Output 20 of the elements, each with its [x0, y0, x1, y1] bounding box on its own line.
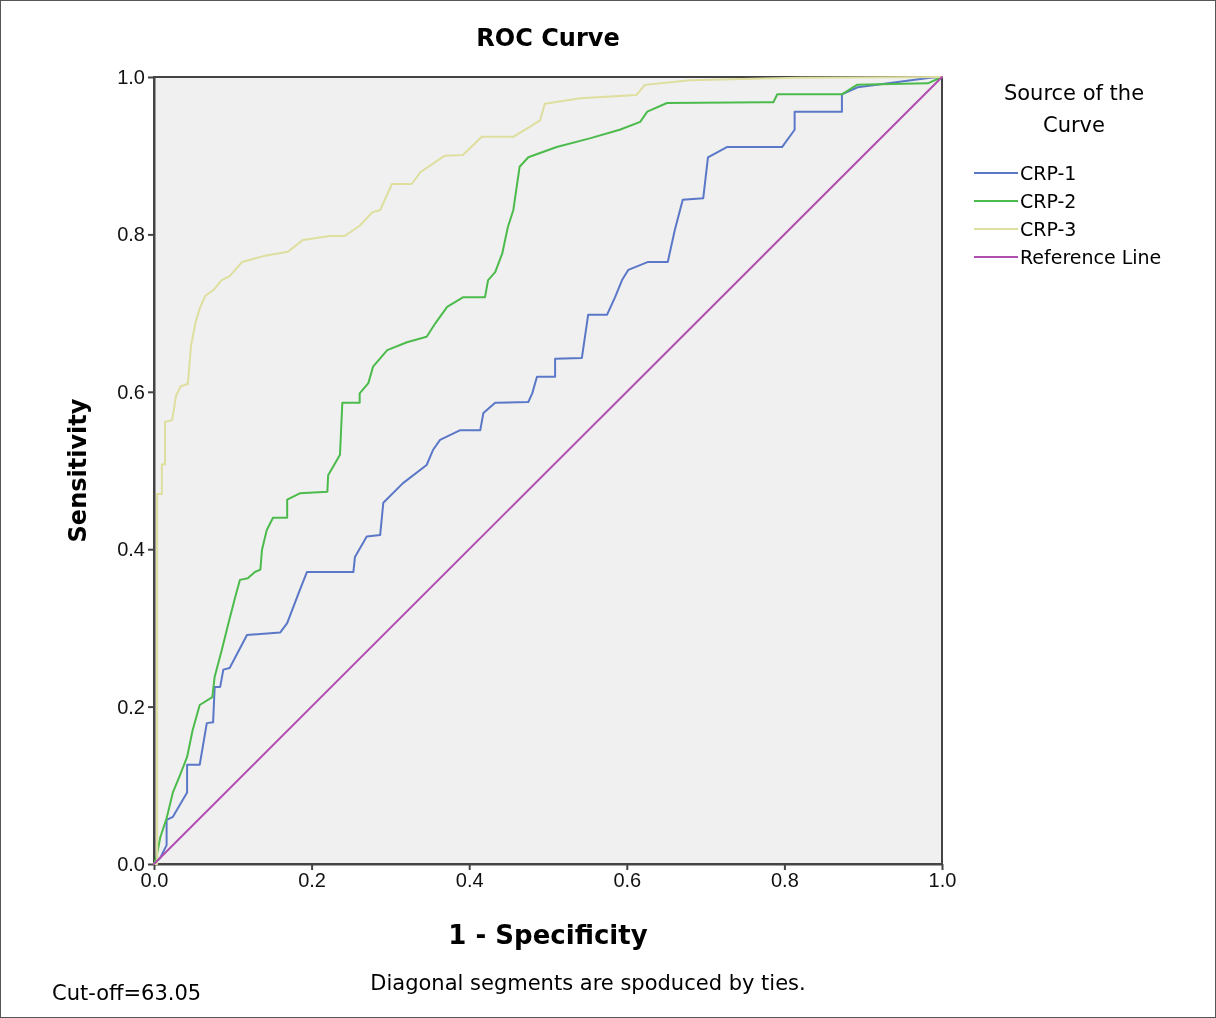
legend-label: CRP-2 [1020, 190, 1077, 212]
y-tick-label: 0.8 [117, 223, 145, 246]
x-tick-label: 0.2 [298, 869, 327, 892]
text: Diagonal segments are spoduced by ties. [370, 971, 806, 995]
legend-label: CRP-3 [1020, 218, 1077, 240]
x-tick-label: 0.6 [613, 869, 642, 892]
chart-title: ROC Curve [476, 24, 620, 52]
legend-label: CRP-1 [1020, 162, 1077, 184]
y-tick-label: 0.2 [117, 695, 145, 718]
x-tick-label: 0.8 [770, 869, 799, 892]
y-tick-label: 0.4 [117, 538, 145, 561]
x-tick-label: 1.0 [928, 869, 957, 892]
y-tick-label: 1.0 [117, 65, 145, 88]
x-axis-title: 1 - Specificity [448, 920, 648, 950]
x-tick-label: 0.4 [455, 869, 484, 892]
text: Cut-off=63.05 [52, 981, 202, 1005]
legend-title: Source of the Curve [1003, 81, 1145, 137]
y-tick-label: 0.6 [117, 380, 145, 403]
legend-label: Reference Line [1020, 246, 1162, 268]
y-axis-title: Sensitivity [64, 398, 92, 543]
